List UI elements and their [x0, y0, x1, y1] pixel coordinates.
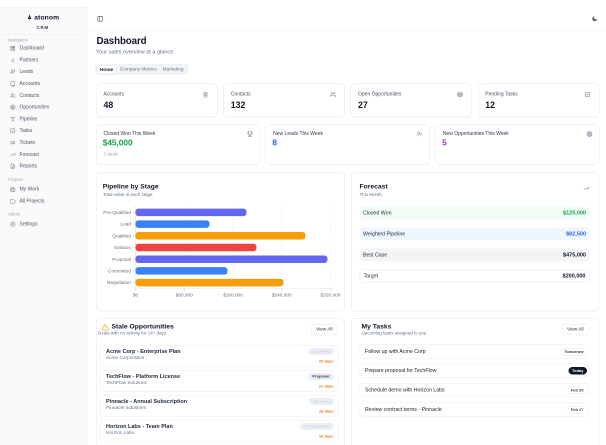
- svg-text:Proposal: Proposal: [112, 257, 131, 263]
- svg-text:Qualified: Qualified: [112, 233, 131, 239]
- svg-text:Committed: Committed: [108, 269, 131, 275]
- svg-text:Solution: Solution: [114, 245, 132, 251]
- svg-text:Negotiation: Negotiation: [107, 280, 131, 286]
- svg-text:$80,000: $80,000: [176, 293, 194, 299]
- svg-text:Pre-Qualified: Pre-Qualified: [103, 210, 131, 216]
- svg-text:Lead: Lead: [120, 222, 131, 228]
- svg-text:$240,000: $240,000: [272, 293, 292, 299]
- svg-text:$160,000: $160,000: [223, 293, 243, 299]
- svg-text:$320,000: $320,000: [321, 293, 341, 299]
- svg-text:$0: $0: [133, 293, 139, 299]
